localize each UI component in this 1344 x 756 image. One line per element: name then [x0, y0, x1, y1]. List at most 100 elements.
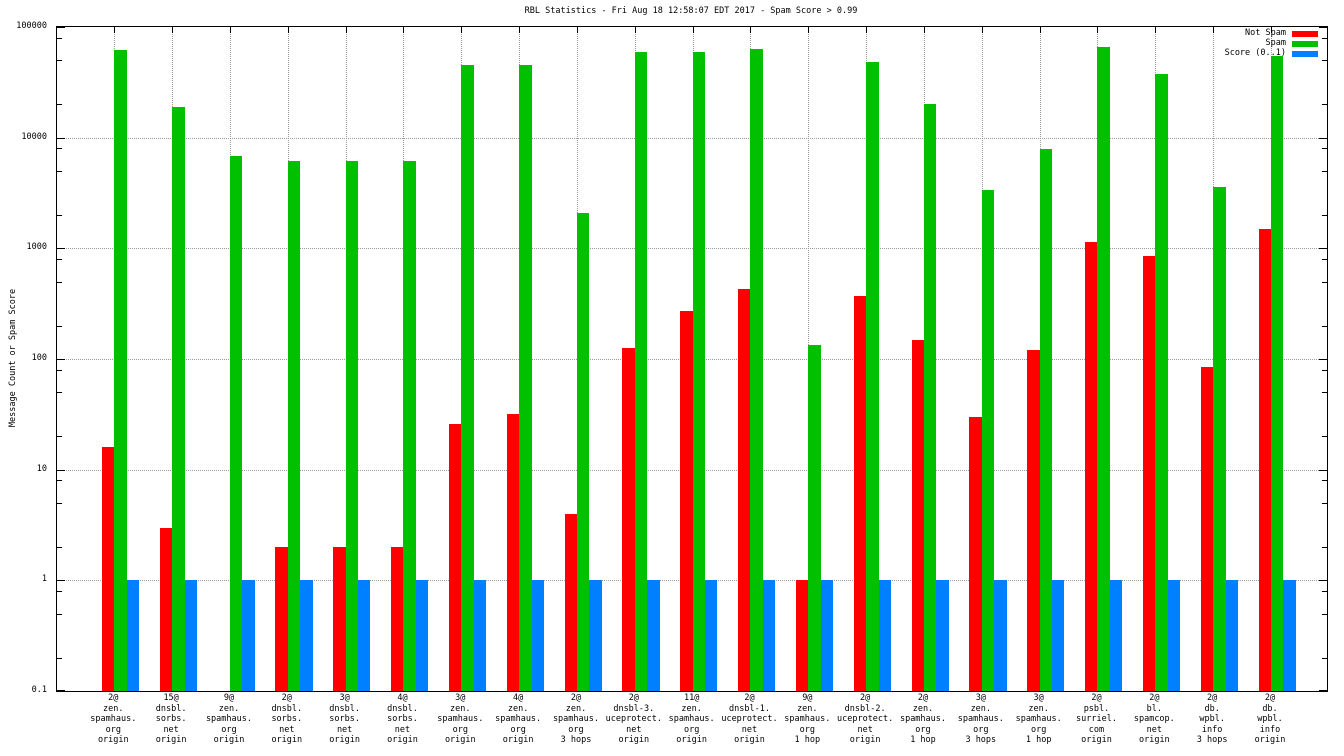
not-spam-bar: [1258, 228, 1271, 691]
not-spam-bar: [738, 288, 751, 691]
y-minor-tick: [1322, 480, 1327, 482]
x-label-line: origin: [387, 735, 418, 745]
x-label-line: spamhaus.: [1015, 714, 1062, 724]
x-category-label: 3@ dnsbl. sorbs. net origin: [310, 693, 380, 746]
x-label-line: spamhaus.: [552, 714, 599, 724]
x-label-line: org: [510, 724, 526, 735]
x-label-line: sorbs.: [387, 714, 418, 724]
legend-item: Score (0..1): [1225, 49, 1318, 57]
x-label-line: 1 hop: [794, 735, 821, 745]
x-tick: [403, 27, 405, 33]
x-label-line: info: [1201, 724, 1223, 735]
y-major-tick: [1319, 359, 1327, 360]
spam-bar: [403, 160, 416, 691]
score-0-1-bar: [242, 580, 255, 691]
spam-bar: [808, 344, 821, 691]
x-label-line: origin: [1254, 735, 1286, 745]
x-label-line: spamhaus.: [668, 714, 715, 724]
y-major-tick: [57, 580, 65, 582]
x-label-line: origin: [97, 735, 129, 745]
x-label-line: net: [336, 724, 353, 735]
x-label-line: 2@: [108, 693, 119, 703]
y-major-tick: [1319, 469, 1327, 471]
x-label-line: origin: [1081, 735, 1112, 745]
x-label-line: uceprotect.: [836, 714, 894, 724]
x-category-label: 2@ db. wpbl. info 3 hops: [1177, 693, 1247, 746]
score-0-1-bar: [473, 580, 487, 691]
x-label-line: spamhaus.: [205, 714, 252, 724]
y-minor-tick: [57, 215, 62, 217]
x-label-line: zen.: [565, 703, 587, 714]
x-label-line: 2@: [1207, 693, 1218, 703]
y-tick-label: 1: [41, 574, 47, 585]
x-tick: [1039, 27, 1041, 33]
y-major-tick: [57, 359, 65, 360]
spam-bar: [172, 106, 185, 691]
x-category-label: 3@ zen. spamhaus. org 3 hops: [946, 693, 1016, 746]
x-label-line: org: [105, 724, 121, 735]
x-label-line: spamhaus.: [437, 714, 484, 724]
y-major-tick: [57, 248, 65, 250]
x-label-line: origin: [155, 735, 187, 745]
score-0-1-bar: [1109, 580, 1123, 691]
y-minor-tick: [1322, 259, 1327, 261]
y-minor-tick: [1322, 436, 1327, 438]
y-minor-tick: [57, 392, 62, 394]
x-label-line: uceprotect.: [605, 714, 662, 724]
y-major-tick: [1319, 690, 1327, 691]
x-label-line: sorbs.: [329, 714, 360, 724]
y-minor-tick: [57, 502, 62, 504]
x-label-line: zen.: [103, 703, 124, 714]
y-minor-tick: [57, 547, 62, 549]
y-major-tick: [1319, 137, 1327, 139]
spam-bar: [1039, 149, 1053, 691]
y-major-tick: [1319, 27, 1327, 28]
x-category-label: 2@ dnsbl-3. uceprotect. net origin: [599, 693, 669, 746]
x-label-line: origin: [213, 735, 245, 745]
y-minor-tick: [57, 60, 62, 62]
x-tick: [576, 27, 578, 33]
x-category-label: 15@ dnsbl. sorbs. net origin: [136, 693, 206, 746]
not-spam-bar: [853, 296, 867, 691]
x-label-line: org: [452, 724, 468, 735]
y-minor-tick: [1322, 325, 1327, 327]
x-tick: [1271, 27, 1272, 33]
score-0-1-bar: [531, 580, 544, 691]
x-label-line: org: [568, 724, 584, 735]
spam-bar: [1097, 46, 1110, 691]
score-0-1-bar: [994, 580, 1007, 691]
x-tick: [750, 27, 752, 33]
not-spam-bar: [1027, 350, 1040, 691]
legend-item: Not Spam: [1225, 29, 1318, 37]
score-0-1-bar: [1283, 580, 1296, 691]
y-minor-tick: [57, 436, 62, 438]
not-spam-bar: [911, 339, 924, 691]
x-category-label: 11@ zen. spamhaus. org origin: [657, 693, 727, 746]
x-label-line: net: [163, 724, 179, 735]
x-label-line: 3 hops: [965, 735, 997, 745]
x-label-line: net: [394, 724, 411, 735]
x-tick: [1097, 27, 1099, 33]
y-tick-label: 0.1: [31, 685, 47, 695]
legend: Not Spam Spam Score (0..1): [1225, 29, 1318, 60]
y-minor-tick: [57, 37, 62, 39]
x-label-line: spamhaus.: [90, 714, 137, 724]
x-label-line: dnsbl.: [271, 703, 303, 714]
spam-bar: [461, 65, 474, 691]
x-label-line: bl.: [1146, 703, 1162, 714]
x-label-line: 3 hops: [1196, 735, 1228, 745]
y-minor-tick: [1322, 170, 1327, 172]
score-0-1-bar: [415, 580, 429, 691]
y-minor-tick: [57, 104, 62, 106]
x-category-label: 4@ zen. spamhaus. org origin: [483, 693, 553, 746]
x-label-line: spamhaus.: [495, 714, 542, 724]
score-0-1-bar: [126, 580, 140, 691]
score-0-1-bar: [705, 580, 718, 691]
x-label-line: 2@: [281, 693, 292, 703]
not-spam-bar: [448, 423, 462, 691]
x-label-line: net: [857, 724, 873, 735]
spam-bar: [1155, 73, 1168, 691]
x-label-line: 2@: [1091, 693, 1102, 703]
spam-bar: [634, 51, 648, 691]
x-label-line: org: [915, 724, 931, 735]
